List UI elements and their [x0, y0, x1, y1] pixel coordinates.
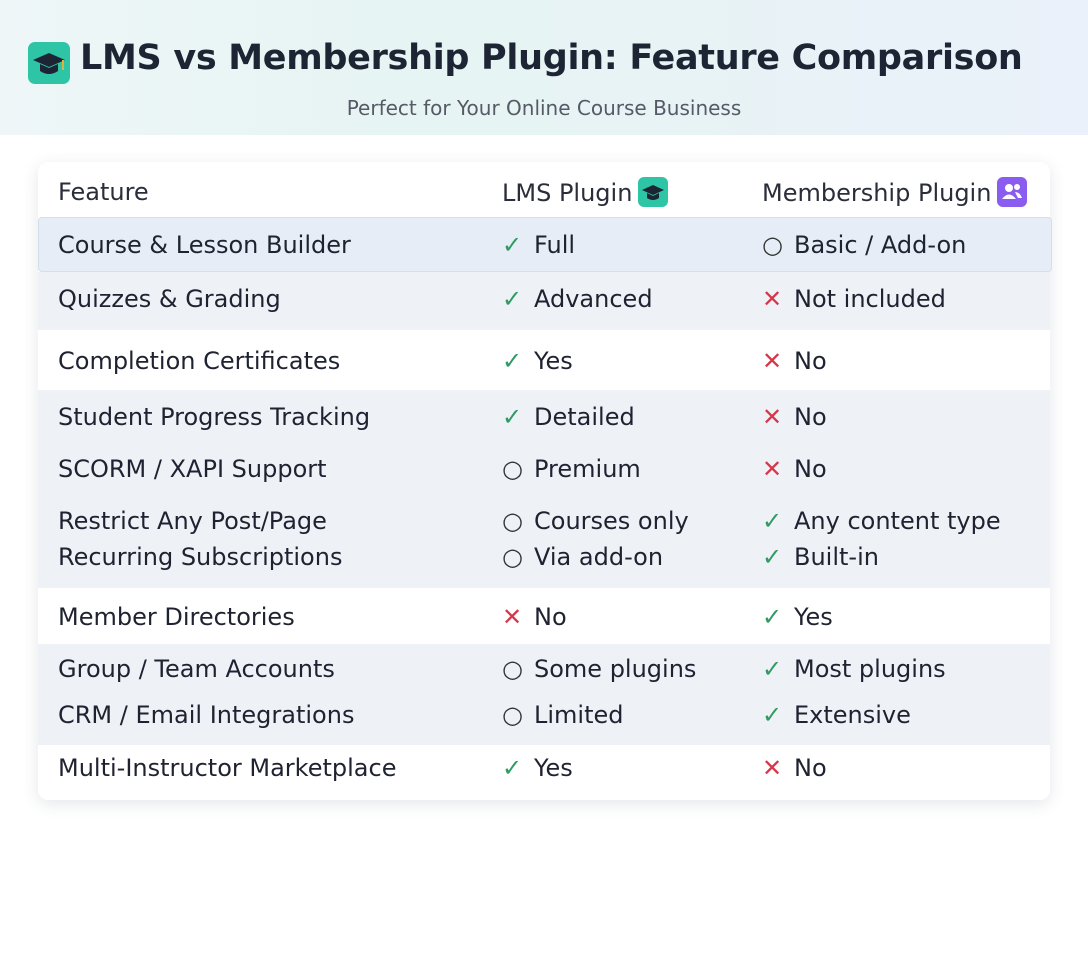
status-text: Premium: [534, 455, 641, 483]
status-icon: ✕: [762, 347, 783, 375]
status-icon: ✓: [502, 347, 523, 375]
membership-cell: ✓ Any content type: [762, 506, 1001, 536]
status-text: Yes: [534, 347, 573, 375]
lms-cell: ○ Premium: [502, 454, 641, 484]
status-text: Some plugins: [534, 655, 697, 683]
status-text: Extensive: [794, 701, 911, 729]
status-text: Not included: [794, 285, 946, 313]
status-icon: ✓: [762, 603, 783, 631]
status-text: Advanced: [534, 285, 653, 313]
column-header: LMS Plugin: [502, 177, 669, 208]
status-icon: ✕: [502, 603, 523, 631]
feature-cell: Recurring Subscriptions: [58, 543, 343, 571]
status-icon: ✕: [762, 455, 783, 483]
feature-cell: Multi-Instructor Marketplace: [58, 754, 397, 782]
status-text: No: [534, 603, 567, 631]
membership-cell: ✕ No: [762, 753, 827, 783]
lms-cell: ○ Via add-on: [502, 542, 663, 572]
status-text: Limited: [534, 701, 624, 729]
feature-cell: CRM / Email Integrations: [58, 701, 355, 729]
status-text: No: [794, 403, 827, 431]
feature-cell: Course & Lesson Builder: [58, 231, 351, 259]
status-text: Yes: [794, 603, 833, 631]
status-text: Any content type: [794, 507, 1001, 535]
membership-cell: ✕ Not included: [762, 284, 946, 314]
feature-cell: Student Progress Tracking: [58, 403, 371, 431]
status-text: Built-in: [794, 543, 879, 571]
status-text: Detailed: [534, 403, 635, 431]
status-text: Most plugins: [794, 655, 946, 683]
status-text: Courses only: [534, 507, 689, 535]
status-icon: ✓: [502, 231, 523, 259]
status-icon: ✓: [502, 285, 523, 313]
title: LMS vs Membership Plugin: Feature Compar…: [80, 38, 1023, 78]
status-icon: ✓: [502, 754, 523, 782]
status-icon: ✓: [762, 543, 783, 571]
column-header: Membership Plugin: [762, 177, 1028, 208]
lms-cell: ✓ Yes: [502, 346, 573, 376]
row-band: [38, 272, 1050, 330]
status-text: No: [794, 754, 827, 782]
status-icon: ○: [762, 231, 783, 259]
title-icon: [28, 42, 70, 84]
membership-cell: ✕ No: [762, 454, 827, 484]
status-icon: ○: [502, 543, 523, 571]
lms-cell: ✓ Advanced: [502, 284, 653, 314]
status-icon: ✓: [762, 507, 783, 535]
status-text: Yes: [534, 754, 573, 782]
membership-cell: ✓ Yes: [762, 602, 833, 632]
membership-icon: [997, 177, 1028, 207]
lms-cell: ✓ Detailed: [502, 402, 635, 432]
lms-icon: [638, 177, 669, 207]
status-text: Via add-on: [534, 543, 664, 571]
lms-cell: ○ Some plugins: [502, 654, 696, 684]
membership-cell: ○ Basic / Add-on: [762, 230, 966, 260]
status-icon: ✓: [762, 655, 783, 683]
status-icon: ✕: [762, 403, 783, 431]
status-icon: ○: [502, 655, 523, 683]
membership-cell: ✓ Most plugins: [762, 654, 946, 684]
feature-cell: Member Directories: [58, 603, 295, 631]
feature-cell: Group / Team Accounts: [58, 655, 335, 683]
status-icon: ○: [502, 455, 523, 483]
status-icon: ✓: [762, 701, 783, 729]
feature-cell: Completion Certificates: [58, 347, 341, 375]
lms-cell: ✓ Yes: [502, 753, 573, 783]
membership-cell: ✓ Built-in: [762, 542, 879, 572]
lms-cell: ✕ No: [502, 602, 567, 632]
status-icon: ✓: [502, 403, 523, 431]
status-icon: ○: [502, 701, 523, 729]
header-band: LMS vs Membership Plugin: Feature Compar…: [0, 0, 1088, 135]
row-band: [38, 644, 1050, 745]
lms-cell: ✓ Full: [502, 230, 575, 260]
column-header-text: LMS Plugin: [502, 179, 633, 207]
membership-cell: ✕ No: [762, 402, 827, 432]
membership-cell: ✕ No: [762, 346, 827, 376]
membership-cell: ✓ Extensive: [762, 700, 911, 730]
status-icon: ✕: [762, 285, 783, 313]
subtitle: Perfect for Your Online Course Business: [346, 96, 742, 120]
status-text: No: [794, 455, 827, 483]
status-text: No: [794, 347, 827, 375]
feature-cell: SCORM / XAPI Support: [58, 455, 327, 483]
status-icon: ○: [502, 507, 523, 535]
feature-cell: Restrict Any Post/Page: [58, 507, 327, 535]
status-text: Full: [534, 231, 576, 259]
feature-cell: Quizzes & Grading: [58, 285, 281, 313]
row-band: [38, 390, 1050, 588]
column-header: Feature: [58, 178, 149, 206]
lms-cell: ○ Limited: [502, 700, 624, 730]
row-band: [38, 217, 1052, 272]
status-icon: ✕: [762, 754, 783, 782]
lms-cell: ○ Courses only: [502, 506, 689, 536]
column-header-text: Membership Plugin: [762, 179, 992, 207]
status-text: Basic / Add-on: [794, 231, 967, 259]
